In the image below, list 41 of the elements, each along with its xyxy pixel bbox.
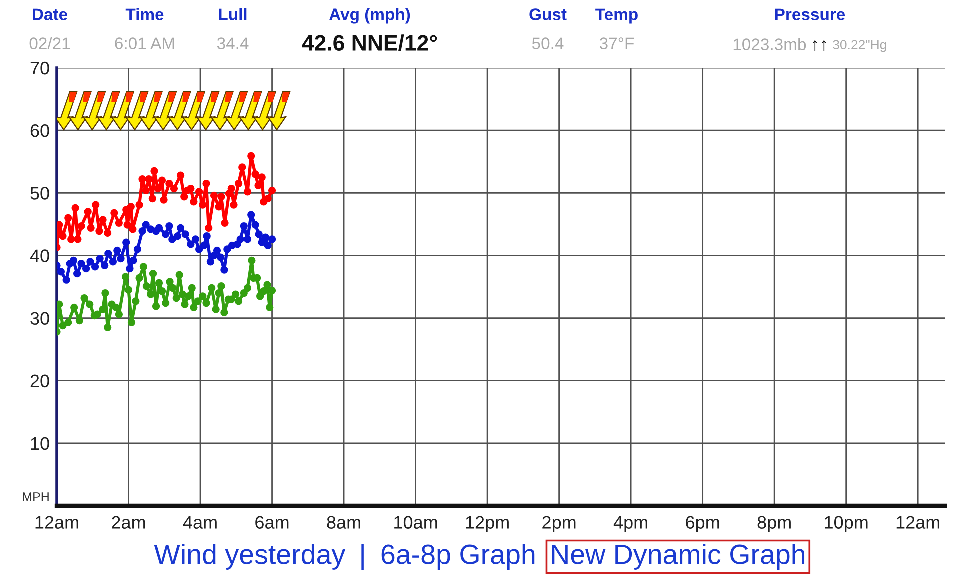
x-tick-label: 12am (896, 516, 940, 529)
x-tick-label: 12pm (466, 516, 509, 533)
text: Avg (mph) (330, 8, 410, 24)
y-tick-label: 20 (30, 374, 50, 388)
x-tick-label: 4am (183, 516, 217, 529)
x-tick-label: 4pm (614, 516, 648, 533)
x-tick-label: 6pm (686, 516, 720, 533)
x-tick-label: 8am (327, 516, 360, 529)
x-tick-label: 6am (256, 516, 289, 529)
text: Pressure (775, 8, 846, 20)
x-tick-label: 10pm (825, 516, 868, 533)
y-tick-label: 60 (30, 124, 50, 138)
text: 37°F (600, 38, 634, 50)
text: Date (33, 8, 68, 20)
text: 34.4 (217, 38, 249, 50)
text: Time (126, 8, 164, 20)
y-tick-label: 30 (30, 312, 50, 326)
text: Wind yesterday (154, 544, 346, 570)
text: Lull (219, 8, 247, 20)
y-tick-label: 70 (30, 62, 50, 75)
x-tick-label: 2pm (542, 516, 576, 533)
text: 50.4 (532, 38, 564, 50)
text: 1023.3mb (734, 38, 806, 50)
text: 6a-8p Graph (382, 544, 535, 570)
text: 42.6 NNE/12° (302, 34, 438, 52)
x-tick-label: 8pm (758, 516, 791, 533)
text: 30.22"Hg (833, 40, 886, 52)
text: Gust (530, 8, 567, 20)
y-tick-label: 50 (30, 187, 50, 200)
text: 02/21 (30, 37, 70, 50)
x-tick-label: 2am (112, 516, 146, 529)
y-tick-label: 10 (31, 437, 50, 450)
y-tick-label: 40 (30, 250, 50, 262)
text: 6:01 AM (115, 38, 174, 50)
text: ↑↑ (813, 40, 826, 52)
text: New Dynamic Graph (552, 544, 805, 570)
x-tick-label: 12am (36, 516, 78, 529)
y-axis-title: MPH (23, 492, 49, 502)
x-tick-label: 10am (394, 516, 438, 529)
text: | (362, 544, 364, 570)
text: Temp (596, 8, 638, 24)
